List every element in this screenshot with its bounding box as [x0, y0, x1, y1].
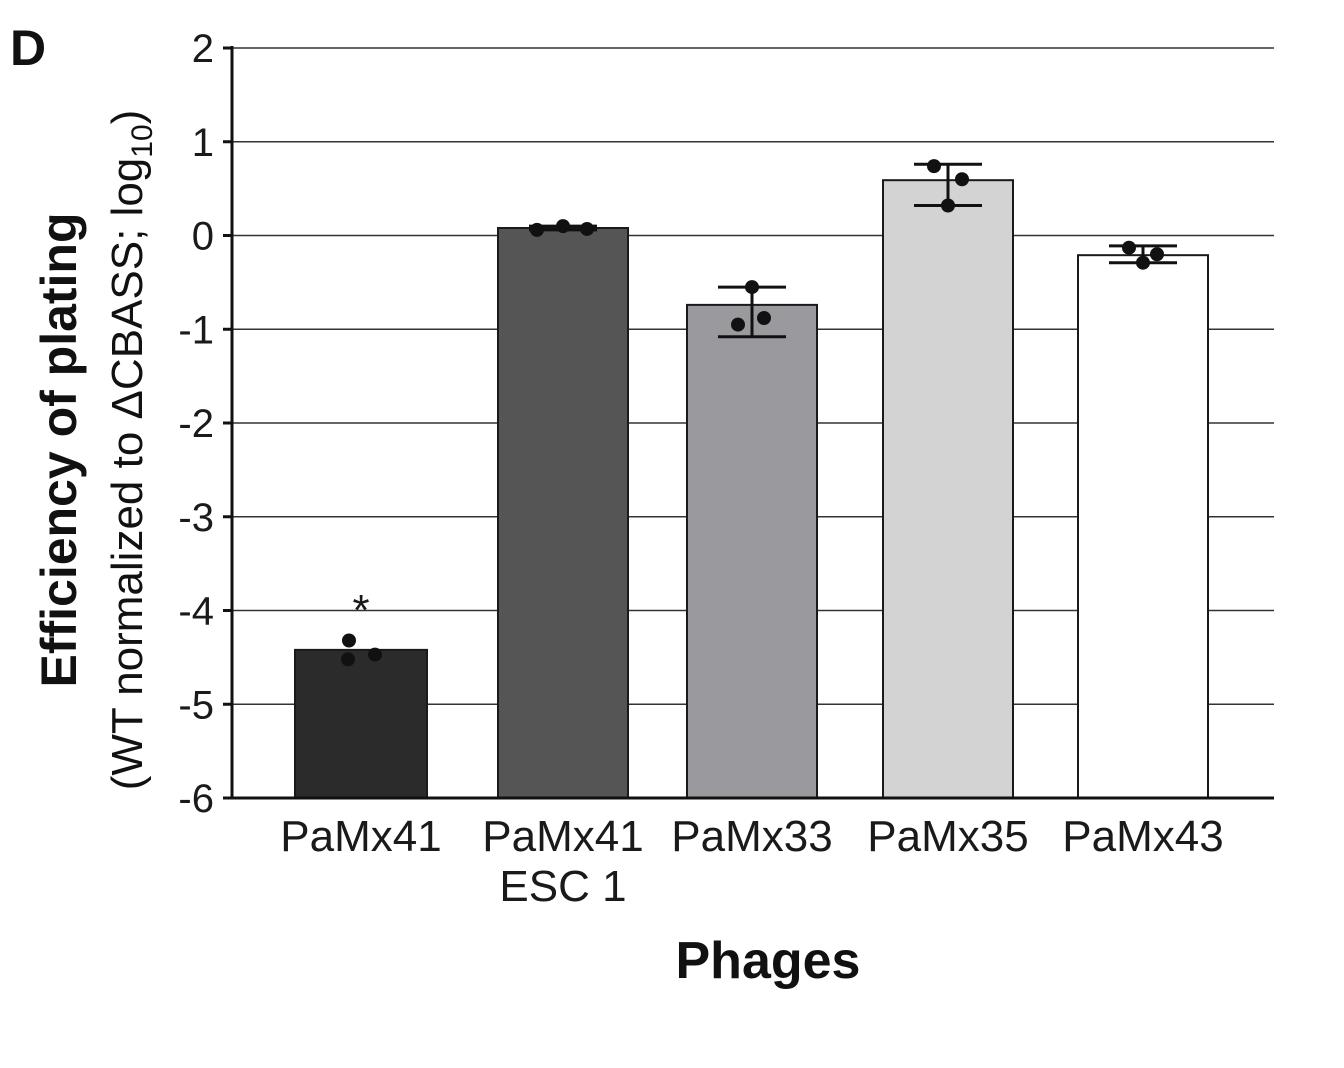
data-point — [731, 317, 745, 332]
data-point — [580, 221, 594, 236]
data-point — [1136, 255, 1150, 270]
data-point — [955, 172, 969, 187]
x-axis-title: Phages — [676, 932, 861, 990]
data-point — [757, 311, 771, 325]
y-tick-label: -6 — [178, 777, 214, 821]
data-point — [341, 652, 355, 667]
bar — [294, 648, 428, 799]
data-point — [342, 633, 356, 648]
y-tick-label: 2 — [192, 27, 214, 71]
data-point — [745, 280, 759, 295]
y-axis-subtitle-close: ) — [103, 110, 152, 125]
y-tick-labels: 2 1 0 -1 -2 -3 -4 -5 -6 — [178, 27, 214, 821]
panel-label: D — [10, 20, 46, 76]
y-tick-label: -2 — [178, 402, 214, 446]
bars — [294, 179, 1209, 799]
data-point — [368, 647, 382, 662]
data-point — [1150, 247, 1164, 262]
y-tick-label: -1 — [178, 308, 214, 352]
svg-text:(WT normalized to ΔCBASS; log1: (WT normalized to ΔCBASS; log10) — [103, 110, 159, 791]
category-label: PaMx43 — [1062, 812, 1223, 861]
y-tick-label: -4 — [178, 590, 214, 634]
category-label: PaMx41 — [482, 812, 643, 861]
data-point — [927, 159, 941, 174]
category-label: ESC 1 — [499, 862, 626, 911]
bar — [1077, 254, 1209, 799]
bar — [497, 227, 629, 799]
y-axis-subtitle-subscript: 10 — [126, 124, 159, 157]
y-tick-label: 1 — [192, 121, 214, 165]
data-point — [556, 219, 570, 234]
y-axis-subtitle-text: (WT normalized to ΔCBASS; log — [103, 158, 152, 791]
y-axis-title-line1: Efficiency of plating — [31, 212, 87, 687]
category-label: PaMx41 — [280, 812, 441, 861]
data-point — [1122, 240, 1136, 255]
y-tick-label: 0 — [192, 215, 214, 259]
y-tick-label: -3 — [178, 496, 214, 540]
data-point — [530, 222, 544, 237]
data-points — [341, 159, 1164, 667]
category-label: PaMx33 — [671, 812, 832, 861]
bar — [686, 303, 818, 799]
y-axis-subtitle: (WT normalized to ΔCBASS; log10) — [103, 110, 159, 791]
category-label: PaMx35 — [867, 812, 1028, 861]
y-axis-title: Efficiency of plating — [31, 212, 87, 687]
data-point — [941, 198, 955, 213]
bar — [882, 179, 1014, 799]
axes — [223, 46, 1274, 800]
y-tick-label: -5 — [178, 683, 214, 727]
significance-marker: * — [352, 586, 369, 635]
